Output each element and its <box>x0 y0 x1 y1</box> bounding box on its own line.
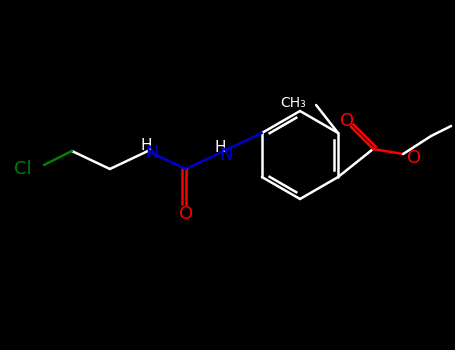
Text: Cl: Cl <box>14 160 32 178</box>
Text: O: O <box>407 149 421 167</box>
Text: N: N <box>219 146 233 164</box>
Text: H: H <box>214 140 226 154</box>
Text: O: O <box>179 205 193 223</box>
Text: CH₃: CH₃ <box>280 96 306 110</box>
Text: H: H <box>140 138 152 153</box>
Text: N: N <box>145 144 159 162</box>
Text: O: O <box>340 112 354 130</box>
